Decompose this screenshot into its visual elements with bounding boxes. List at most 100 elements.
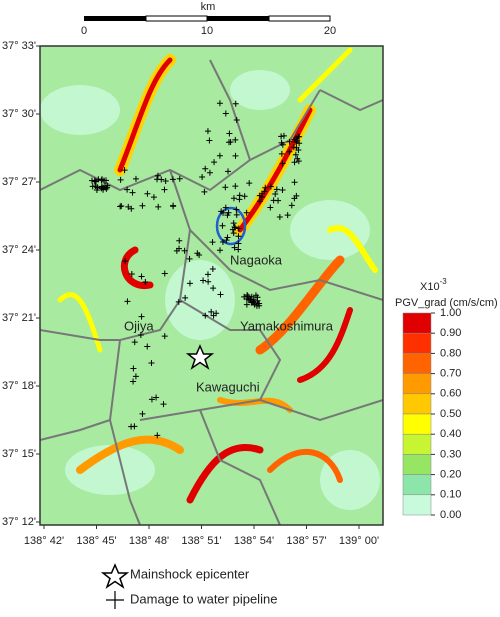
damage-cross [176, 237, 183, 244]
damage-cross [170, 203, 177, 210]
damage-cross [230, 195, 237, 202]
damage-cross [130, 378, 137, 385]
colorbar-swatch [402, 353, 432, 374]
damage-cross [139, 410, 146, 417]
damage-cross [246, 180, 253, 187]
damage-cross [182, 294, 189, 301]
damage-cross [161, 333, 168, 340]
damage-cross [230, 230, 237, 237]
damage-cross [216, 100, 223, 107]
damage-cross [138, 313, 145, 320]
damage-cross [162, 178, 169, 185]
lon-label: 138° 45' [76, 535, 116, 547]
lat-label: 37° 30' [2, 108, 36, 120]
damage-cross [225, 209, 232, 216]
damage-cross [103, 185, 110, 192]
damage-cross [279, 160, 286, 167]
colorbar-subtitle: PGV_grad (cm/s/cm) [395, 297, 498, 309]
damage-cross [104, 182, 111, 189]
damage-cross [175, 298, 182, 305]
damage-cross [128, 271, 135, 278]
damage-cross [132, 373, 139, 380]
damage-cross [236, 196, 243, 203]
damage-cross [223, 237, 230, 244]
damage-cross [142, 278, 149, 285]
damage-cross [233, 116, 240, 123]
colorbar-label: 0.10 [440, 489, 461, 501]
damage-cross [290, 144, 297, 151]
lon-label: 138° 51' [181, 535, 221, 547]
damage-cross [217, 291, 224, 298]
damage-cross [201, 188, 208, 195]
damage-cross [226, 139, 233, 146]
damage-cross [233, 206, 240, 213]
damage-cross [249, 299, 256, 306]
damage-cross [279, 187, 286, 194]
place-label: Kawaguchi [196, 379, 260, 394]
colorbar-label: 0.00 [440, 509, 461, 521]
colorbar-label: 0.60 [440, 388, 461, 400]
damage-cross [208, 308, 215, 315]
colorbar-label: 0.20 [440, 469, 461, 481]
damage-cross [241, 293, 248, 300]
damage-cross [209, 265, 216, 272]
damage-cross [288, 202, 295, 209]
damage-cross [286, 138, 293, 145]
damage-cross [132, 175, 139, 182]
damage-cross [235, 225, 242, 232]
colorbar-title: X10-3 [420, 277, 447, 293]
damage-cross [161, 270, 168, 277]
damage-cross [158, 176, 165, 183]
damage-cross [224, 234, 231, 241]
damage-cross [124, 186, 131, 193]
lon-label: 139° 00' [339, 535, 379, 547]
damage-cross [235, 240, 242, 247]
colorbar-label: 0.50 [440, 408, 461, 420]
damage-cross [286, 148, 293, 155]
damage-cross [131, 423, 138, 430]
colorbar-label: 0.30 [440, 448, 461, 460]
lat-label: 37° 18' [2, 380, 36, 392]
damage-cross [273, 186, 280, 193]
colorbar-label: 1.00 [440, 307, 461, 319]
legend-label: Mainshock epicenter [130, 566, 250, 581]
lon-label: 138° 48' [129, 535, 169, 547]
damage-cross [176, 245, 183, 252]
damage-cross [222, 204, 229, 211]
damage-cross [93, 178, 100, 185]
damage-cross [122, 258, 129, 265]
scale-bar [84, 15, 331, 22]
lat-label: 37° 27' [2, 176, 36, 188]
damage-cross [241, 193, 248, 200]
damage-cross [267, 204, 274, 211]
place-label: Nagaoka [230, 252, 283, 267]
damage-cross [276, 213, 283, 220]
damage-cross [176, 175, 183, 182]
damage-cross [148, 396, 155, 403]
damage-cross [98, 183, 105, 190]
damage-cross [255, 300, 262, 307]
damage-cross [128, 205, 135, 212]
damage-cross [206, 137, 213, 144]
damage-cross [202, 165, 209, 172]
place-label: Yamakoshimura [240, 318, 334, 333]
legend-cross [106, 591, 124, 609]
damage-cross [256, 198, 263, 205]
damage-markers [89, 100, 303, 439]
damage-cross [293, 144, 300, 151]
damage-cross [279, 141, 286, 148]
damage-cross [199, 173, 206, 180]
damage-cross [153, 394, 160, 401]
damage-cross [148, 359, 155, 366]
colorbar-label: 0.40 [440, 428, 461, 440]
damage-cross [291, 179, 298, 186]
damage-cross [275, 197, 282, 204]
colorbar-swatch [402, 474, 432, 496]
colorbar-swatch [402, 393, 432, 415]
scale-tick-label: 20 [324, 25, 336, 37]
damage-cross [231, 244, 238, 251]
damage-cross [243, 301, 250, 308]
damage-cross [232, 183, 239, 190]
damage-cross [295, 158, 302, 165]
damage-cross [194, 250, 201, 257]
